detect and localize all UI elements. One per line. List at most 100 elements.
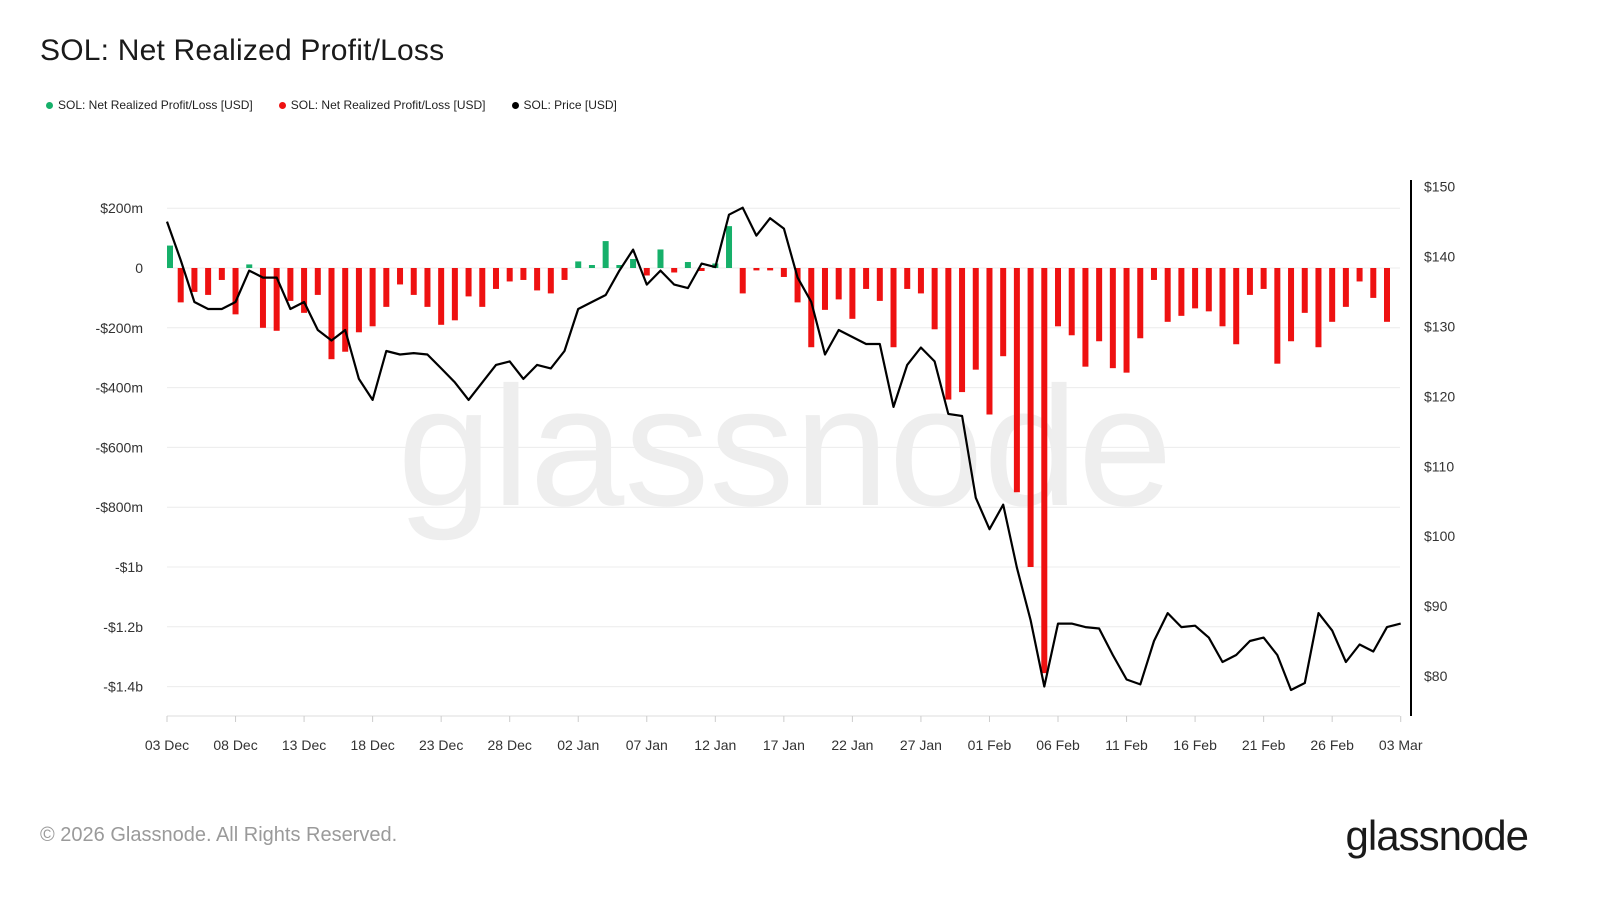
bar-loss[interactable] [506,268,513,282]
y-right-tick-label: $80 [1424,668,1448,684]
bar-loss[interactable] [863,268,870,289]
bar-loss[interactable] [1082,268,1089,367]
bar-loss[interactable] [1137,268,1144,339]
bar-loss[interactable] [1027,268,1034,567]
bar-loss[interactable] [931,268,938,330]
legend-dot-loss [278,101,286,109]
bar-loss[interactable] [355,268,362,333]
bar-loss[interactable] [547,268,554,294]
bar-loss[interactable] [465,268,472,297]
bar-loss[interactable] [1055,268,1062,327]
bar-loss[interactable] [1013,268,1020,493]
bar-loss[interactable] [1068,268,1075,336]
bar-loss[interactable] [698,268,705,271]
bar-loss[interactable] [1301,268,1308,313]
bar-profit[interactable] [575,261,582,268]
bar-loss[interactable] [808,268,815,348]
bar-loss[interactable] [890,268,897,348]
bar-profit[interactable] [246,264,253,268]
price-line[interactable] [165,206,1401,692]
bar-loss[interactable] [1356,268,1363,282]
bar-loss[interactable] [959,268,966,393]
bar-profit[interactable] [684,262,691,268]
bar-loss[interactable] [1192,268,1199,309]
bar-loss[interactable] [753,268,760,271]
bar-loss[interactable] [397,268,404,285]
bar-loss[interactable] [1041,268,1048,674]
bar-loss[interactable] [1096,268,1103,342]
legend-item-profit[interactable]: SOL: Net Realized Profit/Loss [USD] [46,98,253,112]
bar-loss[interactable] [561,268,568,280]
bar-loss[interactable] [301,268,308,313]
bar-loss[interactable] [821,268,828,310]
bar-loss[interactable] [191,268,198,292]
bar-loss[interactable] [917,268,924,294]
bar-loss[interactable] [767,268,774,271]
bar-loss[interactable] [451,268,458,321]
bar-loss[interactable] [780,268,787,277]
bar-loss[interactable] [794,268,801,303]
bar-loss[interactable] [1205,268,1212,312]
bar-loss[interactable] [314,268,321,295]
bar-loss[interactable] [972,268,979,370]
bar-loss[interactable] [369,268,376,327]
bar-loss[interactable] [1164,268,1171,322]
bar-loss[interactable] [287,268,294,301]
bar-loss[interactable] [410,268,417,295]
bar-profit[interactable] [657,249,664,268]
bar-loss[interactable] [534,268,541,291]
bar-loss[interactable] [1342,268,1349,307]
bar-profit[interactable] [588,265,595,268]
bar-loss[interactable] [342,268,349,352]
bar-loss[interactable] [1274,268,1281,364]
bar-loss[interactable] [177,268,184,303]
bar-loss[interactable] [1384,268,1390,322]
bar-loss[interactable] [1260,268,1267,289]
bar-profit[interactable] [630,259,637,268]
bar-profit[interactable] [602,241,609,268]
bar-loss[interactable] [218,268,225,280]
legend-item-loss[interactable]: SOL: Net Realized Profit/Loss [USD] [278,98,486,112]
bar-loss[interactable] [876,268,883,301]
bar-loss[interactable] [328,268,335,360]
bar-loss[interactable] [1233,268,1240,345]
bar-loss[interactable] [424,268,431,307]
bar-loss[interactable] [1288,268,1295,342]
bar-loss[interactable] [1150,268,1157,280]
bar-loss[interactable] [1123,268,1130,373]
bar-loss[interactable] [232,268,239,315]
bar-loss[interactable] [1109,268,1116,369]
x-tick-label: 06 Feb [1036,737,1080,753]
bar-loss[interactable] [671,268,678,273]
bar-loss[interactable] [849,268,856,319]
bar-loss[interactable] [383,268,390,307]
bar-loss[interactable] [835,268,842,300]
bar-loss[interactable] [739,268,746,294]
bar-loss[interactable] [1000,268,1007,357]
x-tick-label: 23 Dec [419,737,463,753]
bars-layer [167,226,1390,674]
bar-profit[interactable] [726,226,733,268]
bar-loss[interactable] [205,268,212,295]
bar-loss[interactable] [986,268,993,415]
bar-loss[interactable] [492,268,499,289]
bar-loss[interactable] [1315,268,1322,348]
bar-loss[interactable] [1329,268,1336,322]
bar-loss[interactable] [1370,268,1377,298]
bar-loss[interactable] [1178,268,1185,316]
bar-loss[interactable] [904,268,911,289]
bar-loss[interactable] [438,268,445,325]
bar-loss[interactable] [1246,268,1253,295]
legend-item-price[interactable]: SOL: Price [USD] [511,98,617,112]
bar-profit[interactable] [616,265,623,268]
y-left-tick-label: -$800m [96,499,143,515]
bar-loss[interactable] [1219,268,1226,327]
bar-loss[interactable] [273,268,280,331]
x-tick-label: 26 Feb [1310,737,1354,753]
bar-loss[interactable] [520,268,527,280]
bar-profit[interactable] [167,245,173,268]
bar-loss[interactable] [259,268,266,328]
bar-loss[interactable] [479,268,486,307]
bar-loss[interactable] [945,268,952,400]
bar-loss[interactable] [643,268,650,276]
